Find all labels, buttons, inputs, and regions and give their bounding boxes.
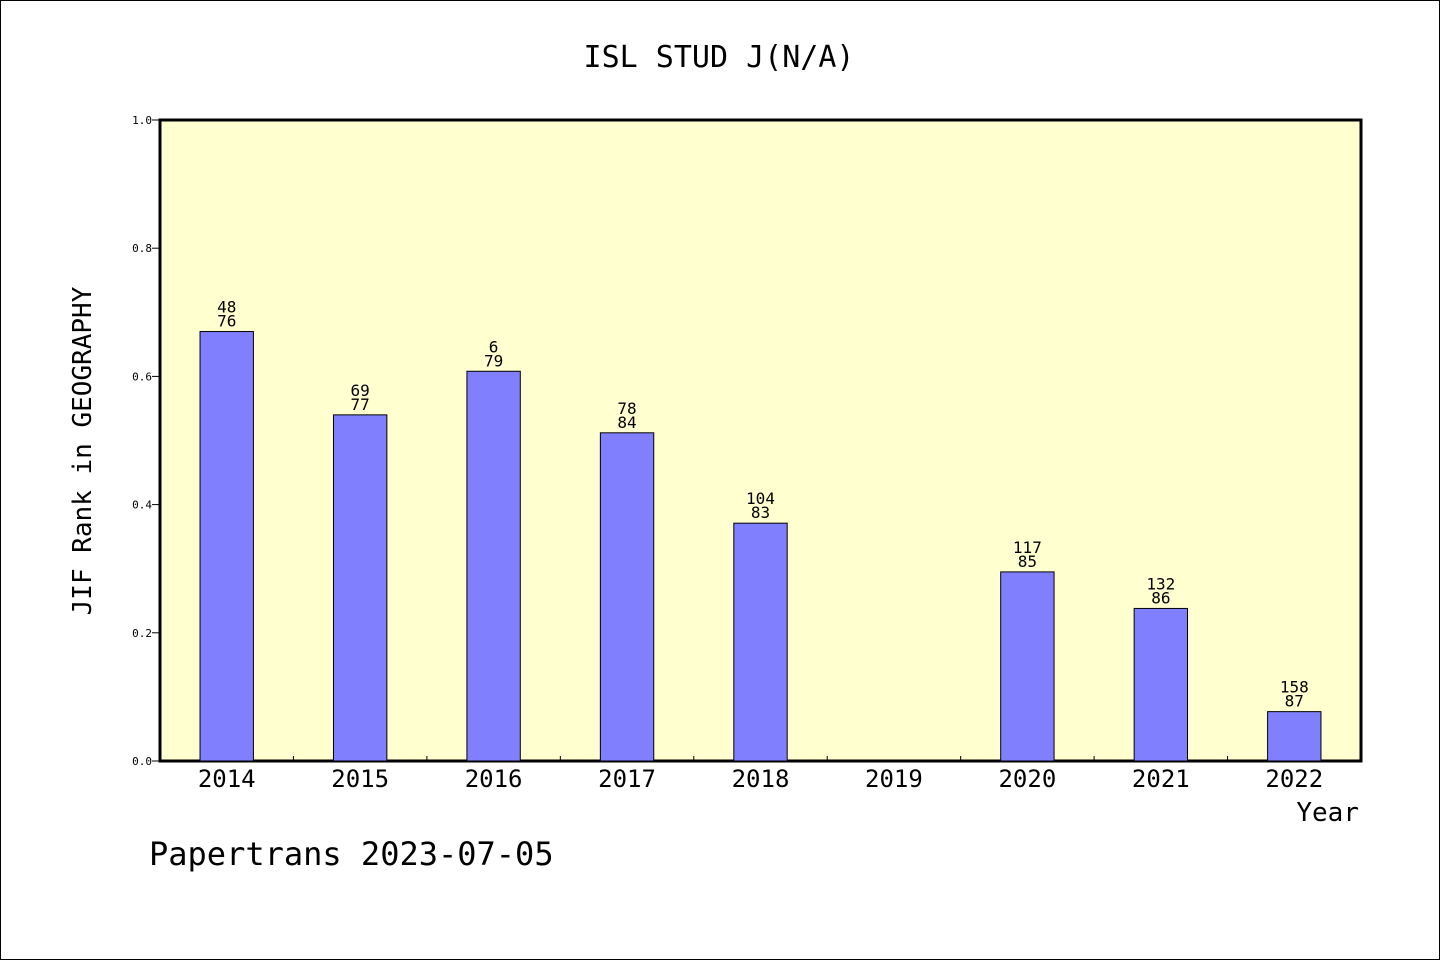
bar — [199, 331, 254, 762]
x-tick-label: 2019 — [865, 765, 923, 793]
y-tick-label: 0.8 — [132, 242, 152, 255]
bar — [332, 414, 388, 762]
footer-credit: Papertrans 2023-07-05 — [149, 835, 554, 873]
bar-label-rank: 158 — [1280, 678, 1309, 697]
y-tick-label: 0.2 — [132, 627, 152, 640]
x-axis-ticks: 2014 2015 2016 2017 2018 2019 2020 2021 2022 — [198, 756, 1323, 793]
bar — [466, 370, 521, 762]
x-tick-label: 2022 — [1265, 765, 1323, 793]
bar — [733, 522, 788, 762]
x-axis-label: Year — [1296, 798, 1359, 828]
chart-title: ISL STUD J(N/A) — [584, 40, 855, 75]
bar-label-total: 83 — [751, 503, 770, 522]
bar-label-total: 76 — [217, 312, 236, 331]
bar-label-rank: 132 — [1146, 574, 1175, 593]
x-tick-label: 2021 — [1132, 765, 1190, 793]
x-tick-label: 2020 — [998, 765, 1056, 793]
bar — [1133, 607, 1189, 762]
y-tick-label: 0.0 — [132, 755, 152, 768]
bar-label-rank: 78 — [617, 399, 636, 418]
x-tick-label: 2018 — [732, 765, 790, 793]
bar-label-rank: 69 — [351, 381, 370, 400]
bar-label-rank: 6 — [489, 337, 499, 356]
bar-label-total: 85 — [1018, 552, 1037, 571]
x-tick-label: 2014 — [198, 765, 256, 793]
bar-label-total: 84 — [617, 413, 636, 432]
y-axis-ticks: 0.0 0.2 0.4 0.6 0.8 1.0 — [132, 114, 160, 768]
y-tick-label: 1.0 — [132, 114, 152, 127]
bars-group — [199, 331, 1322, 762]
bar-label-rank: 117 — [1013, 538, 1042, 557]
x-tick-label: 2016 — [465, 765, 523, 793]
y-axis-label: JIF Rank in GEOGRAPHY — [68, 286, 98, 615]
bar — [599, 432, 655, 762]
bar-label-rank: 48 — [217, 298, 236, 317]
y-tick-label: 0.4 — [132, 499, 152, 512]
bar-label-total: 79 — [484, 351, 503, 370]
bar-label-total: 77 — [351, 395, 370, 414]
x-tick-label: 2015 — [331, 765, 389, 793]
bar-label-rank: 104 — [746, 489, 775, 508]
x-tick-label: 2017 — [598, 765, 656, 793]
bar — [1000, 571, 1055, 762]
bar-label-total: 87 — [1285, 692, 1304, 711]
bar-label-total: 86 — [1151, 588, 1170, 607]
bar — [1267, 711, 1322, 762]
y-tick-label: 0.6 — [132, 370, 152, 383]
